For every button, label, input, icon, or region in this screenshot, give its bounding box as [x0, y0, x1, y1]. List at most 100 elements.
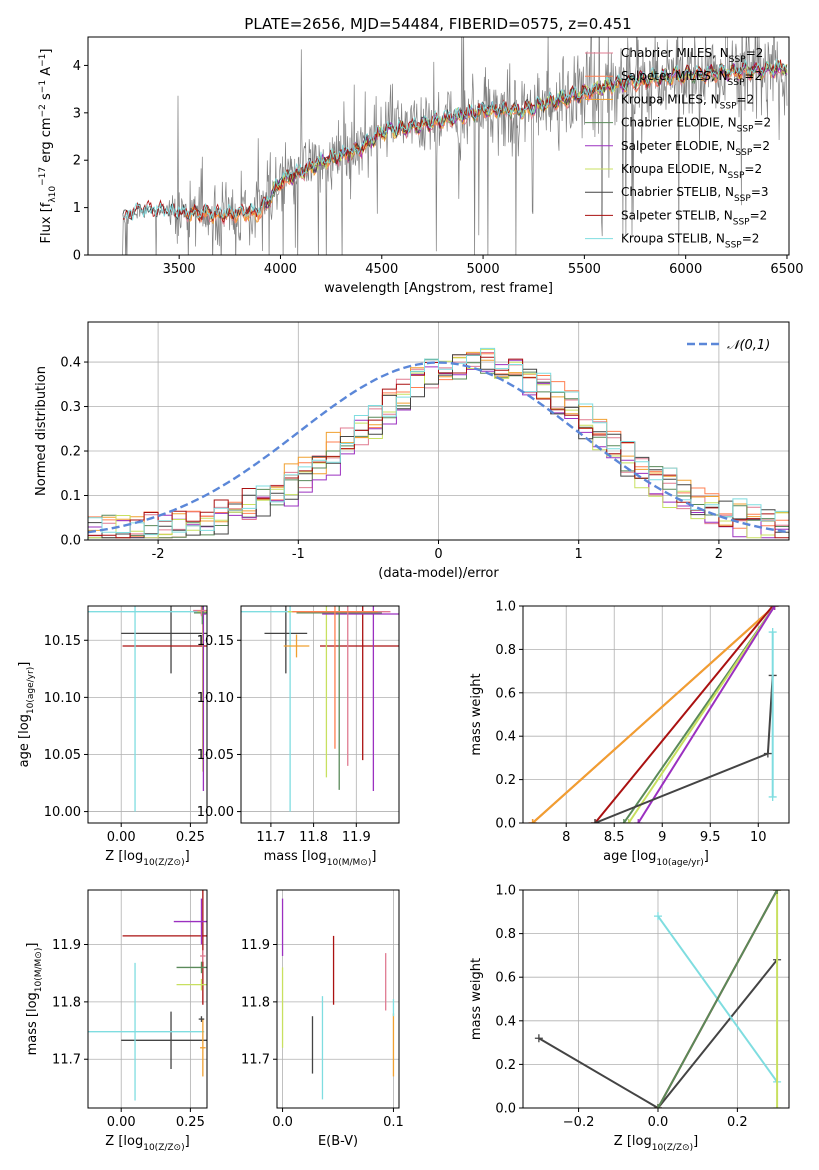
- x-tick-label: 6500: [770, 262, 803, 277]
- residuals-plot-area: [88, 322, 789, 540]
- weight-marker: [763, 749, 772, 758]
- y-tick-label: 10.05: [197, 748, 234, 763]
- y-tick-label: 0.6: [495, 971, 516, 986]
- y-tick-label: 11.7: [241, 1053, 270, 1068]
- legend-label: 𝒩(0,1): [727, 338, 770, 353]
- x-tick-label: 4500: [365, 262, 398, 277]
- x-tick-label: 11.9: [342, 830, 371, 845]
- weight-marker: [768, 628, 777, 637]
- y-axis-label: mass weight: [469, 673, 484, 755]
- weight-vs-Z-plot-area: [523, 890, 789, 1108]
- y-tick-label: 10.05: [44, 748, 81, 763]
- y-tick-label: 0.0: [60, 534, 81, 549]
- y-tick-label: 0.4: [495, 1014, 516, 1029]
- weight-vs-Z-panel: −0.2 0.0 0.2 0.0 0.2 0.4 0.6 0.8 1.0 Z [log10(Z/Z…: [469, 884, 790, 1153]
- axes-frame: [522, 889, 790, 1109]
- weight-marker: [591, 819, 600, 823]
- x-tick-label: 0.2: [727, 1115, 748, 1130]
- weight-marker: [528, 819, 537, 823]
- age-vs-Z-plot-area: [88, 606, 207, 823]
- axes-frame: [87, 321, 790, 541]
- weight-vs-age-plot-area: [523, 606, 789, 823]
- weight-line: [637, 606, 776, 823]
- y-tick-label: 0.6: [495, 686, 516, 701]
- y-tick-label: 0.2: [495, 1058, 516, 1073]
- age-vs-Z-panel: 0.00 0.25 10.00 10.05 10.10 10.15 Z [log10(Z/Z…: [17, 605, 208, 868]
- x-axis-label: E(B-V): [318, 1134, 358, 1149]
- axes-frame: [276, 889, 400, 1109]
- x-tick-label: 0.00: [107, 1115, 136, 1130]
- y-axis-label: age [log10(age/yr)]: [17, 662, 36, 768]
- y-tick-label: 0.0: [495, 817, 516, 832]
- weight-marker: [653, 1104, 662, 1108]
- residuals-panel: -2 -1 0 1 2 0.0 0.1 0.2 0.3 0.4 (data-model)/error…: [34, 321, 790, 581]
- x-tick-label: 5000: [467, 262, 500, 277]
- weight-marker: [653, 912, 662, 921]
- weight-line: [627, 606, 776, 823]
- x-tick-label: 1: [575, 547, 583, 562]
- y-tick-label: 4: [73, 59, 81, 74]
- y-tick-label: 11.9: [52, 938, 81, 953]
- residual-histogram: [88, 354, 789, 539]
- x-tick-label: 11.7: [256, 830, 285, 845]
- x-tick-label: 0.25: [176, 1115, 205, 1130]
- x-tick-label: 0.0: [648, 1115, 669, 1130]
- x-tick-label: -1: [292, 547, 305, 562]
- y-tick-label: 10.10: [197, 691, 234, 706]
- y-tick-label: 2: [73, 154, 81, 169]
- y-tick-label: 11.8: [52, 995, 81, 1010]
- x-tick-label: 2: [715, 547, 723, 562]
- weight-vs-age-panel: 8 8.5 9 9.5 10 0.0 0.2 0.4 0.6 0.8 1.0 age [log10(a…: [469, 600, 790, 868]
- weight-line: [538, 959, 778, 1108]
- y-tick-label: 0.1: [60, 489, 81, 504]
- weight-marker: [624, 819, 633, 823]
- weight-marker: [773, 890, 782, 894]
- x-axis-label: (data-model)/error: [378, 566, 499, 581]
- weight-line: [657, 890, 778, 1108]
- y-tick-label: 10.15: [197, 634, 234, 649]
- x-tick-label: 5500: [568, 262, 601, 277]
- weight-line: [594, 606, 774, 823]
- spectrum-plot-area: [118, 37, 788, 255]
- y-tick-label: 0.0: [495, 1102, 516, 1117]
- y-tick-label: 0.3: [60, 400, 81, 415]
- weight-marker: [773, 1104, 782, 1108]
- y-tick-label: 10.00: [197, 805, 234, 820]
- legend-label: Chabrier STELIB, NSSP=3: [621, 185, 769, 204]
- y-tick-label: 1.0: [495, 600, 516, 615]
- x-tick-label: -2: [152, 547, 165, 562]
- x-axis-label: wavelength [Angstrom, rest frame]: [324, 281, 553, 296]
- legend-label: Salpeter STELIB, NSSP=2: [621, 208, 767, 227]
- mass-vs-EBV-panel: 0.0 0.1 11.7 11.8 11.9 E(B-V): [241, 889, 404, 1149]
- x-axis-label: Z [log10(Z/Z⊙)]: [614, 1134, 698, 1153]
- y-axis-label: Normed distribution: [34, 366, 49, 496]
- spectrum-panel: 3500 4000 4500 5000 5500 6000 6500 0 1 2 3 4 wavelen…: [38, 36, 804, 296]
- x-tick-label: 0.00: [107, 830, 136, 845]
- x-tick-label: 8.5: [604, 830, 625, 845]
- model-spectrum: [122, 58, 787, 221]
- y-tick-label: 0.8: [495, 643, 516, 658]
- y-tick-label: 0.4: [495, 730, 516, 745]
- y-tick-label: 1.0: [495, 884, 516, 899]
- x-tick-label: 0: [434, 547, 442, 562]
- weight-marker: [770, 606, 779, 610]
- weight-marker: [534, 1034, 543, 1043]
- weight-marker: [768, 792, 777, 801]
- mass-vs-Z-plot-area: [88, 890, 207, 1108]
- y-axis-label: mass weight: [469, 958, 484, 1040]
- y-tick-label: 11.9: [241, 938, 270, 953]
- axes-frame: [240, 605, 400, 824]
- x-tick-label: 3500: [163, 262, 196, 277]
- x-axis-label: age [log10(age/yr)]: [603, 849, 709, 868]
- legend-label: Salpeter ELODIE, NSSP=2: [621, 139, 770, 158]
- axes-frame: [87, 36, 790, 256]
- y-tick-label: 0.8: [495, 927, 516, 942]
- mass-vs-Z-panel: 0.00 0.25 11.7 11.8 11.9 Z [log10(Z/Z⊙)] mass …: [25, 889, 208, 1153]
- x-axis-label: mass [log10(M/M⊙)]: [264, 849, 377, 868]
- y-tick-label: 11.7: [52, 1053, 81, 1068]
- weight-line: [531, 606, 776, 823]
- x-tick-label: 11.8: [299, 830, 328, 845]
- legend-label: Chabrier ELODIE, NSSP=2: [621, 116, 771, 135]
- y-tick-label: 0.4: [60, 356, 81, 371]
